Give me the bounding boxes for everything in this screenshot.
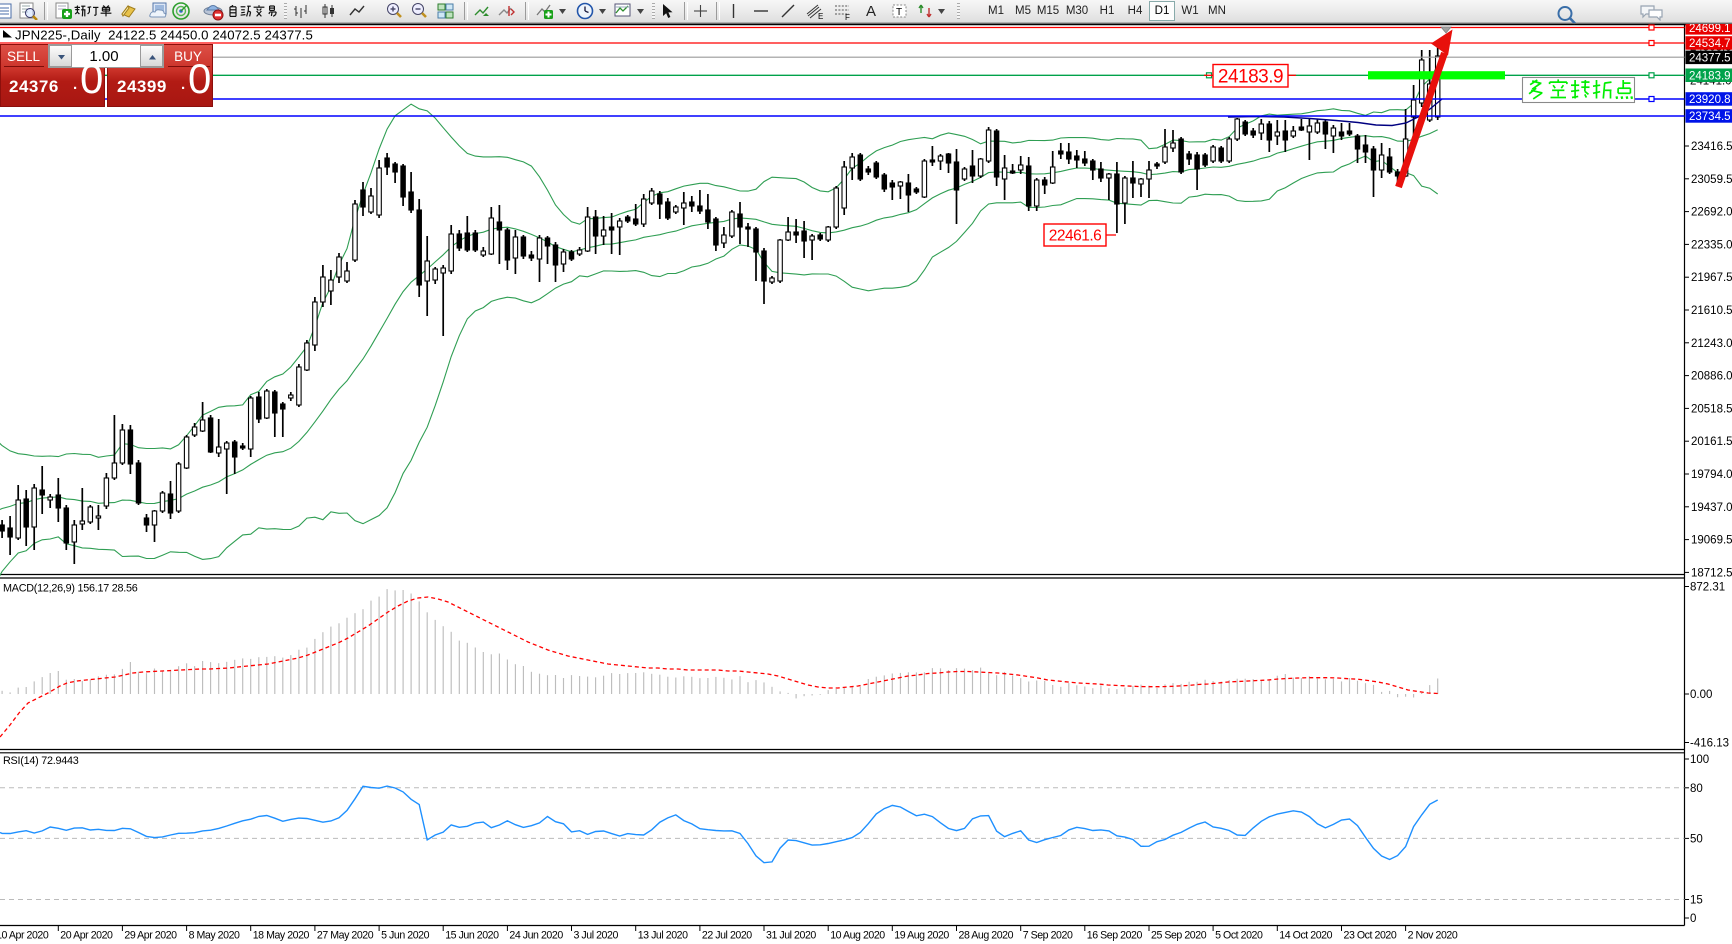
svg-text:25 Sep 2020: 25 Sep 2020 [1151, 930, 1207, 942]
svg-text:23920.8: 23920.8 [1689, 94, 1731, 106]
svg-text:19794.0: 19794.0 [1691, 469, 1732, 481]
svg-text:F: F [845, 13, 850, 20]
svg-text:20518.5: 20518.5 [1691, 403, 1732, 415]
svg-text:5 Oct 2020: 5 Oct 2020 [1215, 930, 1263, 942]
svg-text:24183.9: 24183.9 [1689, 70, 1731, 82]
svg-text:15 Jun 2020: 15 Jun 2020 [445, 930, 499, 942]
svg-text:MACD(12,26,9) 156.17 28.56: MACD(12,26,9) 156.17 28.56 [3, 583, 138, 595]
svg-text:14 Oct 2020: 14 Oct 2020 [1279, 930, 1332, 942]
svg-text:15: 15 [1690, 895, 1703, 907]
svg-text:22692.0: 22692.0 [1691, 207, 1732, 219]
svg-text:100: 100 [1690, 754, 1709, 766]
svg-text:23734.5: 23734.5 [1689, 111, 1731, 123]
svg-text:19 Aug 2020: 19 Aug 2020 [894, 930, 949, 942]
svg-text:T: T [896, 7, 902, 18]
svg-text:18 May 2020: 18 May 2020 [253, 930, 310, 942]
svg-text:5 Jun 2020: 5 Jun 2020 [381, 930, 429, 942]
svg-text:8 May 2020: 8 May 2020 [189, 930, 240, 942]
svg-text:16 Sep 2020: 16 Sep 2020 [1087, 930, 1143, 942]
svg-text:21967.5: 21967.5 [1691, 272, 1732, 284]
svg-text:21243.0: 21243.0 [1691, 338, 1732, 350]
svg-text:80: 80 [1690, 783, 1703, 795]
svg-text:0.00: 0.00 [1690, 689, 1712, 701]
svg-text:7 Sep 2020: 7 Sep 2020 [1023, 930, 1073, 942]
svg-text:24699.1: 24699.1 [1689, 23, 1731, 35]
svg-text:-416.13: -416.13 [1690, 738, 1729, 750]
svg-text:18712.5: 18712.5 [1691, 567, 1732, 579]
svg-text:RSI(14) 72.9443: RSI(14) 72.9443 [3, 755, 79, 767]
svg-text:19069.5: 19069.5 [1691, 535, 1732, 547]
svg-text:24534.7: 24534.7 [1689, 38, 1731, 50]
svg-text:24 Jun 2020: 24 Jun 2020 [509, 930, 563, 942]
svg-text:20886.0: 20886.0 [1691, 371, 1732, 383]
svg-text:2 Nov 2020: 2 Nov 2020 [1408, 930, 1458, 942]
svg-text:23059.5: 23059.5 [1691, 174, 1732, 186]
svg-text:10 Aug 2020: 10 Aug 2020 [830, 930, 885, 942]
svg-text:10 Apr 2020: 10 Apr 2020 [0, 930, 49, 942]
svg-text:22461.6: 22461.6 [1049, 228, 1102, 245]
svg-text:50: 50 [1690, 833, 1703, 845]
svg-text:24377.5: 24377.5 [1689, 53, 1731, 65]
svg-text:JPN225-,Daily 24122.5 24450.0: JPN225-,Daily 24122.5 24450.0 24072.5 24… [15, 28, 313, 43]
svg-text:20 Apr 2020: 20 Apr 2020 [60, 930, 113, 942]
svg-text:28 Aug 2020: 28 Aug 2020 [959, 930, 1014, 942]
svg-text:E: E [818, 12, 823, 20]
svg-text:0: 0 [1690, 913, 1696, 925]
svg-text:22335.0: 22335.0 [1691, 239, 1732, 251]
svg-text:13 Jul 2020: 13 Jul 2020 [638, 930, 688, 942]
svg-text:19437.0: 19437.0 [1691, 502, 1732, 514]
svg-text:21610.5: 21610.5 [1691, 305, 1732, 317]
svg-text:23 Oct 2020: 23 Oct 2020 [1344, 930, 1397, 942]
svg-text:23416.5: 23416.5 [1691, 141, 1732, 153]
svg-text:22 Jul 2020: 22 Jul 2020 [702, 930, 752, 942]
svg-text:31 Jul 2020: 31 Jul 2020 [766, 930, 816, 942]
svg-text:3 Jul 2020: 3 Jul 2020 [574, 930, 619, 942]
svg-text:24183.9: 24183.9 [1218, 67, 1283, 88]
svg-text:27 May 2020: 27 May 2020 [317, 930, 374, 942]
svg-text:29 Apr 2020: 29 Apr 2020 [124, 930, 177, 942]
svg-text:872.31: 872.31 [1690, 582, 1725, 594]
svg-text:20161.5: 20161.5 [1691, 436, 1732, 448]
